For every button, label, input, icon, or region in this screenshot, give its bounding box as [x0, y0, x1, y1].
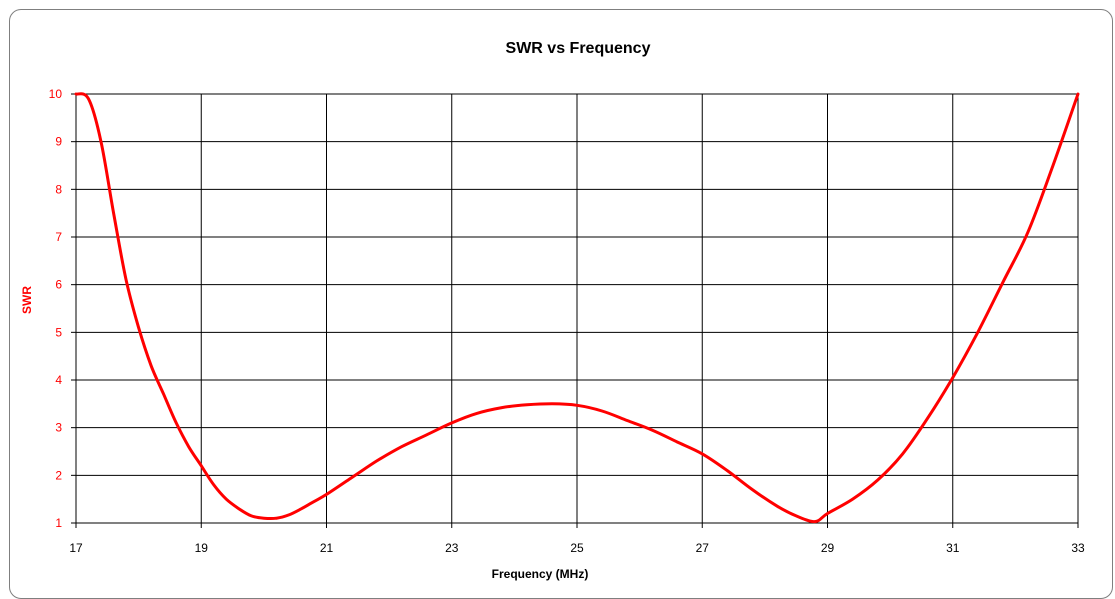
x-tick-label: 17 — [69, 541, 83, 555]
y-tick-label: 5 — [55, 325, 62, 339]
chart-frame — [9, 9, 1113, 599]
y-tick-label: 1 — [55, 516, 62, 530]
x-tick-label: 33 — [1071, 541, 1085, 555]
plot-area-border — [75, 93, 1079, 524]
x-tick-label: 19 — [195, 541, 209, 555]
y-tick-label: 9 — [55, 135, 62, 149]
x-tick-label: 25 — [570, 541, 584, 555]
swr-series-line — [74, 92, 1080, 524]
y-tick-label: 2 — [55, 468, 62, 482]
x-tick-label: 21 — [320, 541, 334, 555]
x-tick-label: 27 — [696, 541, 710, 555]
x-axis-label: Frequency (MHz) — [492, 567, 589, 581]
grid — [71, 93, 1079, 528]
x-axis-ticks: 17 19 21 23 25 27 29 31 33 — [69, 541, 1085, 555]
x-tick-label: 31 — [946, 541, 960, 555]
y-tick-label: 10 — [49, 87, 63, 101]
y-tick-label: 6 — [55, 278, 62, 292]
y-tick-label: 3 — [55, 421, 62, 435]
y-tick-label: 4 — [55, 373, 62, 387]
y-axis-label: SWR — [20, 286, 34, 314]
x-tick-label: 23 — [445, 541, 459, 555]
y-axis-ticks: 1 2 3 4 5 6 7 8 9 10 — [49, 87, 63, 530]
x-tick-label: 29 — [821, 541, 835, 555]
y-tick-label: 7 — [55, 230, 62, 244]
chart-title: SWR vs Frequency — [506, 40, 651, 57]
series-group — [74, 92, 1080, 524]
y-tick-label: 8 — [55, 182, 62, 196]
